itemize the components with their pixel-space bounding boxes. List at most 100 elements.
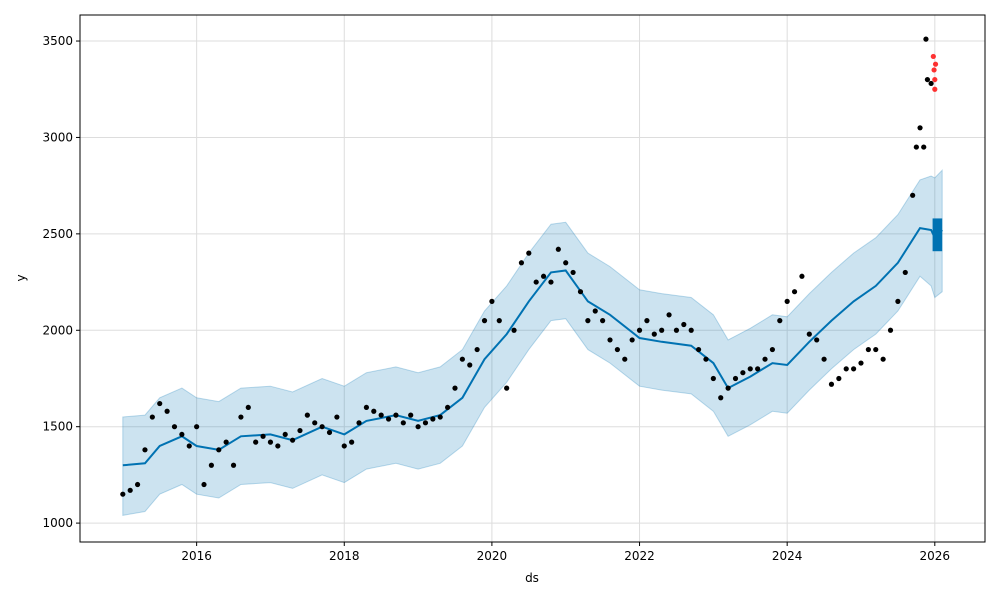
observed-point: [230, 462, 237, 468]
y-tick-label: 2000: [42, 323, 73, 337]
observed-point: [762, 356, 768, 362]
observed-point: [385, 416, 392, 422]
observed-point: [695, 346, 702, 353]
observed-point: [740, 370, 746, 376]
observed-point: [326, 429, 333, 436]
observed-point: [289, 437, 296, 443]
observed-point: [600, 318, 606, 324]
observed-point: [223, 439, 229, 445]
observed-point: [910, 192, 916, 198]
observed-point: [732, 375, 739, 382]
observed-point: [769, 346, 776, 353]
observed-point: [437, 414, 443, 420]
observed-point: [784, 298, 790, 304]
observed-point: [297, 427, 303, 434]
observed-point: [851, 366, 857, 372]
observed-point: [843, 366, 849, 372]
recent-points: [930, 53, 939, 92]
observed-point: [806, 331, 812, 337]
observed-point: [445, 404, 451, 411]
observed-point: [474, 346, 480, 353]
observed-point: [526, 250, 532, 256]
observed-point: [865, 346, 871, 353]
observed-point: [134, 481, 141, 488]
observed-point: [923, 36, 929, 42]
plot-frame: [79, 14, 986, 543]
observed-point: [371, 408, 377, 414]
observed-point: [504, 385, 510, 391]
observed-point: [644, 318, 650, 324]
x-tick-label: 2026: [920, 549, 951, 563]
observed-point: [149, 414, 155, 420]
forecast-line: [122, 218, 943, 467]
recent-point: [932, 86, 938, 92]
observed-point: [267, 439, 274, 445]
observed-point: [164, 408, 170, 414]
observed-point: [570, 269, 576, 276]
observed-point: [688, 327, 694, 333]
observed-point: [341, 443, 347, 449]
observed-point: [791, 289, 798, 295]
observed-point: [880, 356, 886, 362]
observed-point: [356, 420, 362, 426]
observed-point: [194, 424, 200, 430]
observed-point: [245, 404, 251, 411]
observed-point: [496, 318, 502, 324]
yhat-line: [122, 227, 943, 467]
y-tick-label: 3500: [42, 34, 73, 48]
observed-point: [747, 366, 753, 372]
observed-point: [304, 412, 310, 418]
x-tick-label: 2024: [772, 549, 803, 563]
observed-point: [349, 439, 355, 445]
observed-point: [540, 273, 547, 279]
observed-point: [681, 321, 687, 328]
recent-point: [930, 53, 936, 60]
x-tick-label: 2022: [624, 549, 655, 563]
y-tick-label: 1500: [42, 420, 73, 434]
observed-point: [799, 273, 805, 279]
observed-point: [777, 318, 783, 324]
observed-point: [622, 356, 628, 362]
observed-point: [629, 337, 635, 343]
observed-point: [171, 424, 178, 430]
observed-point: [928, 80, 934, 87]
observed-point: [902, 269, 908, 276]
forecast-tail: [932, 218, 943, 252]
x-tick-label: 2020: [477, 549, 508, 563]
observed-point: [393, 412, 399, 418]
x-axis-label: ds: [525, 571, 539, 585]
observed-point: [334, 414, 340, 420]
uncertainty-band-area: [122, 168, 943, 516]
observed-point: [887, 327, 894, 333]
observed-point: [814, 337, 820, 343]
observed-point: [363, 404, 370, 411]
observed-point: [592, 308, 598, 314]
observed-point: [673, 327, 680, 333]
observed-point: [452, 385, 458, 391]
observed-point: [533, 279, 539, 285]
observed-point: [120, 491, 126, 497]
y-axis-label: y: [14, 274, 28, 281]
observed-points: [120, 36, 934, 497]
observed-point: [651, 331, 657, 337]
observed-point: [378, 412, 384, 418]
observed-point: [238, 414, 244, 420]
observed-point: [828, 381, 835, 387]
observed-point: [913, 144, 919, 150]
observed-point: [607, 337, 613, 343]
observed-point: [555, 246, 561, 252]
observed-point: [710, 375, 716, 382]
observed-point: [755, 366, 761, 372]
observed-point: [216, 447, 222, 453]
observed-point: [282, 431, 288, 438]
observed-point: [895, 298, 901, 304]
observed-point: [142, 447, 148, 453]
observed-point: [208, 462, 214, 468]
y-tick-label: 2500: [42, 227, 73, 241]
observed-point: [186, 443, 192, 449]
observed-point: [201, 481, 207, 488]
grid: [80, 15, 985, 542]
y-axis: 1000 1500 2000 2500 3000 3500: [42, 34, 80, 530]
observed-point: [422, 420, 429, 426]
